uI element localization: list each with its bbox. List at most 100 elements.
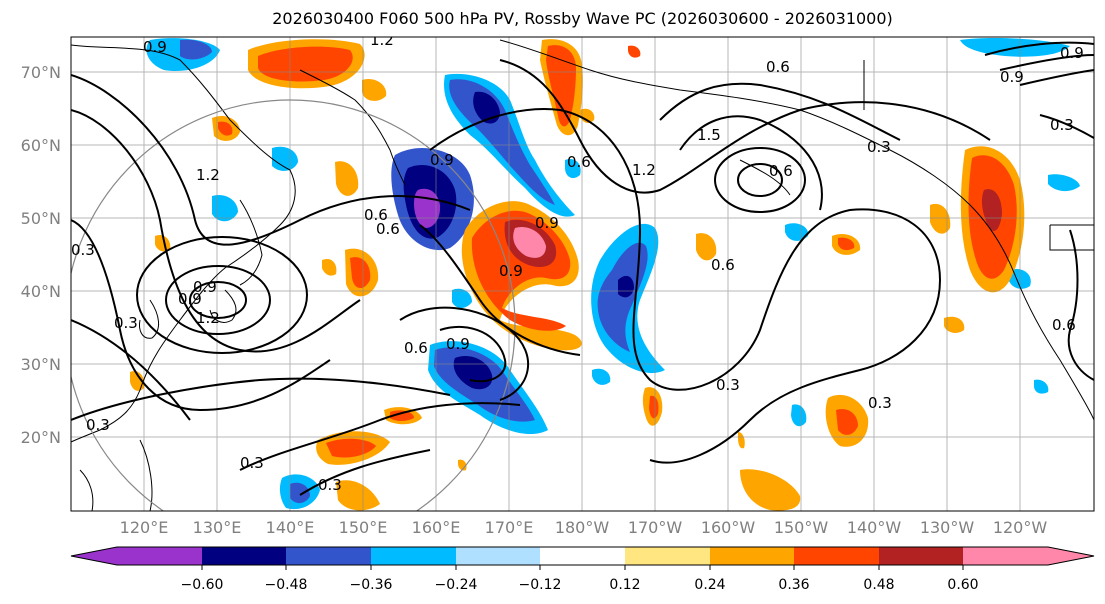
positive-anomaly — [350, 257, 371, 289]
contour-label: 0.3 — [318, 476, 342, 494]
colorbar-tick: 0.60 — [947, 577, 978, 593]
positive-anomaly — [696, 233, 717, 261]
colorbar-seg — [963, 547, 1049, 565]
contour-label: 0.9 — [1000, 68, 1024, 86]
contour-label: 0.6 — [376, 220, 400, 238]
lon-label: 120°W — [993, 518, 1048, 537]
colorbar-seg — [879, 547, 964, 565]
lon-label: 140°W — [847, 518, 902, 537]
colorbar-seg — [117, 547, 203, 565]
contour-label: 0.6 — [404, 339, 428, 357]
colorbar-seg — [1048, 547, 1094, 565]
colorbar-tick: −0.24 — [435, 577, 478, 593]
positive-anomaly — [981, 189, 1002, 231]
negative-anomaly — [1048, 174, 1080, 192]
contour-label: 0.3 — [716, 376, 740, 394]
positive-anomaly — [130, 370, 145, 391]
negative-anomaly — [1034, 379, 1049, 394]
positive-anomaly — [335, 161, 359, 196]
negative-anomaly — [597, 242, 648, 352]
positive-anomaly — [944, 316, 965, 333]
lon-label: 160°W — [701, 518, 756, 537]
negative-anomaly — [212, 194, 238, 222]
colorbar-seg — [286, 547, 372, 565]
colorbar-tick: 0.36 — [778, 577, 809, 593]
contour-label: 0.3 — [114, 314, 138, 332]
contour-label: 0.9 — [430, 151, 454, 169]
contour-label: 0.9 — [143, 38, 167, 56]
positive-anomaly — [738, 432, 745, 449]
contour-label: 0.3 — [867, 138, 891, 156]
contour-label: 0.3 — [240, 454, 264, 472]
positive-anomaly — [649, 395, 659, 419]
contour-label: 0.9 — [499, 262, 523, 280]
longitude-labels: 120°E 130°E 140°E 150°E 160°E 170°E 180°… — [120, 518, 1048, 537]
positive-anomaly — [513, 226, 546, 258]
colorbar-tick: −0.60 — [181, 577, 224, 593]
pv-contours — [71, 41, 1094, 496]
negative-anomaly — [452, 288, 472, 308]
colorbar: −0.60 −0.48 −0.36 −0.24 −0.12 0.12 0.24 … — [70, 546, 1095, 593]
lat-label: 70°N — [21, 63, 61, 82]
colorbar-tick: 0.24 — [694, 577, 725, 593]
lon-label: 120°E — [120, 518, 169, 537]
lon-label: 130°E — [193, 518, 242, 537]
lat-label: 60°N — [21, 136, 61, 155]
lon-label: 130°W — [920, 518, 975, 537]
positive-anomaly — [322, 258, 337, 276]
lat-label: 30°N — [21, 355, 61, 374]
positive-anomaly — [390, 410, 414, 421]
colorbar-seg — [794, 547, 880, 565]
map-title: 2026030400 F060 500 hPa PV, Rossby Wave … — [272, 9, 893, 28]
negative-anomaly — [473, 91, 500, 124]
coastlines — [71, 39, 1094, 511]
colorbar-tick: 0.12 — [609, 577, 640, 593]
negative-anomaly — [565, 158, 581, 179]
latitude-labels: 70°N 60°N 50°N 40°N 30°N 20°N — [21, 63, 61, 447]
negative-anomaly — [1008, 268, 1031, 289]
contour-label: 1.5 — [697, 126, 721, 144]
contour-label: 0.6 — [769, 162, 793, 180]
positive-anomaly — [740, 469, 801, 511]
negative-anomaly — [180, 39, 212, 60]
negative-anomaly — [791, 404, 807, 427]
positive-anomaly — [546, 45, 576, 127]
map-frame — [70, 36, 1095, 512]
negative-anomaly — [290, 482, 310, 504]
contour-label: 1.2 — [370, 31, 394, 49]
range-circle — [71, 99, 516, 511]
positive-anomaly — [258, 46, 353, 82]
contour-label: 0.6 — [567, 153, 591, 171]
contour-label: 0.3 — [1050, 116, 1074, 134]
contour-label: 0.9 — [193, 278, 217, 296]
contour-label: 0.6 — [766, 58, 790, 76]
contour-label: 0.6 — [364, 206, 388, 224]
positive-anomaly — [930, 203, 951, 234]
colorbar-seg — [371, 547, 457, 565]
positive-anomaly — [628, 45, 641, 58]
contour-label: 1.2 — [632, 161, 656, 179]
negative-anomaly — [272, 146, 298, 171]
negative-anomaly — [618, 275, 634, 298]
lon-label: 180°W — [555, 518, 610, 537]
negative-anomaly — [592, 368, 611, 385]
contour-label: 0.9 — [178, 290, 202, 308]
colorbar-seg — [456, 547, 541, 565]
lon-label: 160°E — [412, 518, 461, 537]
lon-label: 170°E — [485, 518, 534, 537]
colorbar-tick: −0.36 — [350, 577, 393, 593]
contour-label: 0.9 — [1060, 44, 1084, 62]
negative-anomaly — [785, 223, 809, 241]
positive-anomaly — [362, 78, 387, 101]
positive-anomaly — [336, 480, 380, 511]
contour-label: 0.6 — [1052, 316, 1076, 334]
lat-label: 40°N — [21, 282, 61, 301]
colorbar-seg — [540, 547, 626, 565]
colorbar-seg — [625, 547, 711, 565]
contour-label: 0.3 — [71, 241, 95, 259]
lon-label: 140°E — [266, 518, 315, 537]
colorbar-tick: 0.48 — [863, 577, 894, 593]
contour-label: 0.3 — [868, 394, 892, 412]
contour-label: 1.2 — [196, 309, 220, 327]
positive-anomaly — [218, 121, 233, 136]
